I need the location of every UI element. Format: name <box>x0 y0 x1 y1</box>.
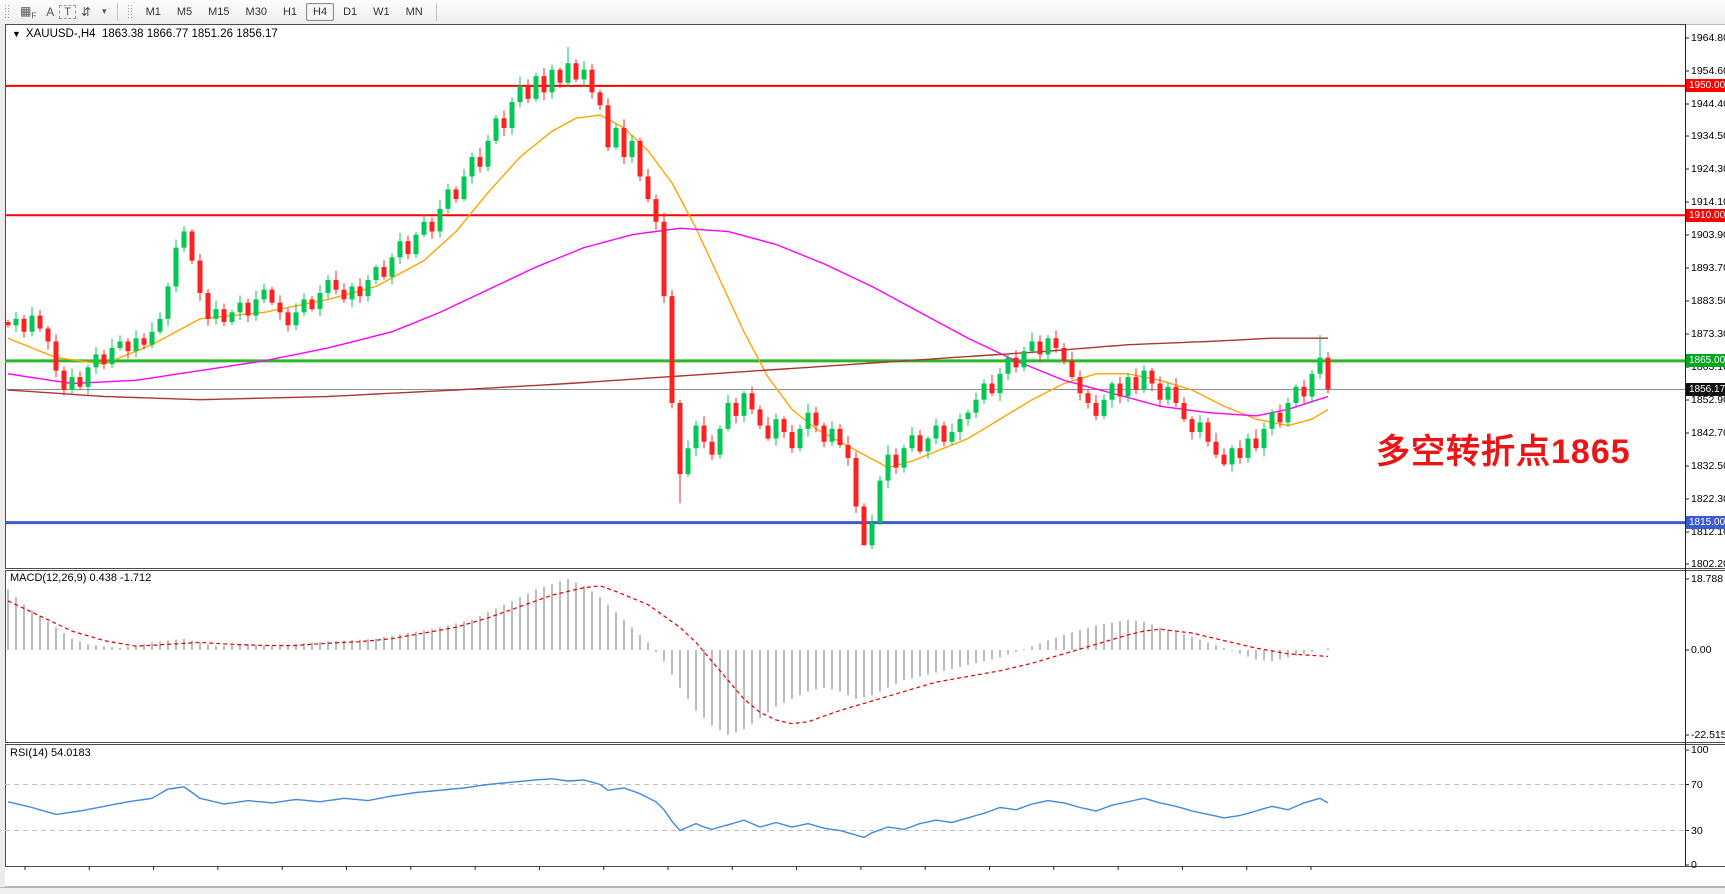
price-tick-label: 1883.50 <box>1691 295 1725 308</box>
window-left-margin <box>0 24 5 887</box>
text-label-icon[interactable]: A <box>46 4 55 19</box>
price-tick-label: 1944.40 <box>1691 98 1725 110</box>
text-box-icon[interactable]: T <box>59 4 76 19</box>
price-tick-label: 1964.80 <box>1691 32 1725 44</box>
price-tick-label: 1924.30 <box>1691 163 1725 176</box>
macd-indicator-label: MACD(12,26,9) 0.438 -1.712 <box>10 572 152 584</box>
timeframe-button-h1[interactable]: H1 <box>282 6 298 18</box>
dropdown-caret-icon[interactable]: ▾ <box>102 6 107 17</box>
price-tick-label: 1802.20 <box>1691 558 1725 571</box>
chart-text-annotation: 多空转折点1865 <box>1376 433 1631 471</box>
panel-splitter-rsi[interactable] <box>0 739 1725 745</box>
ohlc-values: 1863.38 1866.77 1851.26 1856.17 <box>101 28 278 40</box>
price-line-badge: 1856.17 <box>1686 382 1725 396</box>
macd-axis-label: 18.788 <box>1691 573 1724 585</box>
price-tick-label: 1852.90 <box>1691 394 1725 407</box>
rsi-axis-label: 0 <box>1691 859 1697 871</box>
macd-axis-label: -22.515 <box>1691 729 1725 742</box>
price-tick-label: 1832.50 <box>1691 460 1725 473</box>
panel-splitter-macd[interactable] <box>0 565 1725 571</box>
timeframe-button-m15[interactable]: M15 <box>208 6 230 18</box>
cycle-arrows-icon[interactable]: ⇵ <box>80 4 92 19</box>
toolbar-drag-handle[interactable] <box>4 4 11 20</box>
timeframe-button-m1[interactable]: M1 <box>145 6 161 18</box>
timeframe-button-d1[interactable]: D1 <box>343 6 358 18</box>
macd-axis-label: 0.00 <box>1691 644 1712 656</box>
indicator-grid-icon[interactable]: ▦F <box>20 3 37 21</box>
price-tick-label: 1893.70 <box>1691 262 1725 275</box>
price-tick-label: 1873.30 <box>1691 328 1725 341</box>
rsi-axis-label: 100 <box>1691 744 1709 756</box>
price-tick-label: 1914.10 <box>1691 196 1725 209</box>
time-axis[interactable]: 21 Dec 202022 Dec 16:0024 Dec 00:0028 De… <box>0 868 1725 886</box>
timeframe-button-m5[interactable]: M5 <box>176 6 193 18</box>
price-tick-label: 1954.60 <box>1691 65 1725 77</box>
timeframe-button-m30[interactable]: M30 <box>245 6 267 18</box>
rsi-axis-label: 30 <box>1691 824 1703 837</box>
timeframe-button-h4[interactable]: H4 <box>306 3 335 21</box>
timeframe-button-mn[interactable]: MN <box>405 6 423 18</box>
window-bottom-strip <box>0 887 1725 894</box>
symbol-period-label: XAUUSD-,H4 <box>25 28 96 40</box>
toolbar-separator-2 <box>435 3 437 21</box>
toolbar-separator <box>116 3 118 21</box>
rsi-indicator-label: RSI(14) 54.0183 <box>10 747 91 759</box>
chart-title: ▼ XAUUSD-,H4 1863.38 1866.77 1851.26 1856… <box>12 28 278 40</box>
price-line-badge: 1815.00 <box>1686 516 1725 530</box>
price-line-badge: 1865.00 <box>1686 354 1725 368</box>
price-tick-label: 1934.50 <box>1691 130 1725 143</box>
symbol-dropdown-icon[interactable]: ▼ <box>12 29 21 39</box>
price-tick-label: 1842.70 <box>1691 427 1725 440</box>
rsi-axis-label: 70 <box>1691 778 1703 791</box>
toolbar-drag-handle-2[interactable] <box>126 4 134 20</box>
price-tick-label: 1822.30 <box>1691 493 1725 506</box>
price-line-badge: 1910.00 <box>1686 208 1725 222</box>
price-tick-label: 1903.90 <box>1691 229 1725 242</box>
price-line-badge: 1950.00 <box>1686 79 1725 93</box>
timeframe-button-w1[interactable]: W1 <box>373 6 390 18</box>
